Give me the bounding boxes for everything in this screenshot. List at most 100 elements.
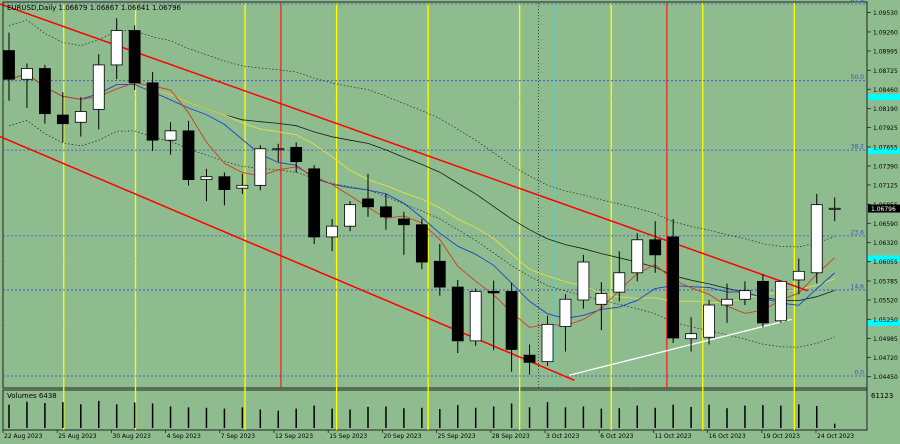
candle[interactable] [362, 198, 374, 208]
candle[interactable] [649, 239, 662, 256]
date-tick-label: 11 Oct 2023 [654, 433, 691, 440]
candle[interactable] [451, 286, 464, 342]
candle[interactable] [685, 333, 697, 340]
date-axis-ticks: 22 Aug 2023 25 Aug 2023 30 Aug 2023 4 Sep 2… [2, 430, 854, 440]
price-tick-label: 1.07925 [873, 125, 898, 132]
date-tick-label: 28 Sep 2023 [492, 433, 530, 440]
fib-level-label: 50.0 [851, 74, 865, 81]
price-tick-label: 1.08190 [873, 106, 898, 113]
date-tick-label: 16 Oct 2023 [709, 433, 746, 440]
candle[interactable] [272, 148, 285, 151]
candle[interactable] [541, 323, 554, 363]
price-tick-label: 1.08995 [873, 48, 898, 55]
candle[interactable] [200, 176, 213, 180]
candle[interactable] [505, 290, 518, 350]
ma-yellow-line [8, 73, 835, 304]
price-tick-label: 1.06590 [873, 221, 898, 228]
candle[interactable] [308, 168, 321, 238]
candle[interactable] [828, 207, 841, 210]
date-tick-label: 7 Sep 2023 [221, 433, 255, 440]
vertical-lines-layer [63, 3, 795, 430]
candle[interactable] [326, 225, 339, 238]
date-tick-label: 20 Sep 2023 [383, 433, 421, 440]
ma-blue-line [8, 73, 835, 319]
candle[interactable] [397, 218, 410, 226]
candle[interactable] [721, 298, 733, 306]
price-tick-label: 1.09260 [873, 29, 898, 36]
cyan-level-marker [868, 94, 900, 101]
date-tick-label: 25 Aug 2023 [58, 433, 97, 440]
volume-max-label: 61123 [871, 392, 893, 400]
candle[interactable] [757, 280, 769, 324]
price-tick-label: 1.05250 [873, 317, 898, 324]
candle[interactable] [810, 204, 823, 274]
fib-level-label: 23.6 [851, 229, 865, 236]
candle[interactable] [469, 290, 482, 342]
candle[interactable] [110, 30, 123, 66]
price-tick-label: 1.08460 [873, 87, 898, 94]
candle[interactable] [487, 290, 500, 294]
price-tick-label: 1.07390 [873, 163, 898, 170]
candle[interactable] [128, 30, 141, 84]
price-tick-label: 1.08725 [873, 68, 898, 75]
candle[interactable] [774, 280, 787, 322]
cyan-level-marker [868, 147, 900, 154]
price-tick-label: 1.06055 [873, 259, 898, 266]
fib-level-label: 0.0 [854, 369, 864, 376]
candle[interactable] [3, 50, 15, 80]
candle[interactable] [39, 68, 51, 115]
date-tick-label: 12 Sep 2023 [275, 433, 313, 440]
candle[interactable] [631, 239, 644, 274]
candle[interactable] [792, 270, 805, 281]
candle[interactable] [164, 130, 177, 141]
candle[interactable] [290, 146, 303, 163]
candle[interactable] [433, 260, 446, 288]
date-tick-label: 25 Sep 2023 [438, 433, 476, 440]
candle[interactable] [236, 184, 249, 189]
candles-layer [3, 18, 841, 375]
candle[interactable] [218, 176, 231, 191]
date-tick-label: 6 Oct 2023 [600, 433, 633, 440]
date-tick-label: 19 Oct 2023 [763, 433, 800, 440]
candle[interactable] [667, 236, 680, 339]
date-tick-label: 4 Sep 2023 [167, 433, 201, 440]
candle[interactable] [254, 148, 267, 186]
fib-level-label: 14.6 [851, 283, 865, 290]
candle[interactable] [595, 293, 608, 305]
candle[interactable] [21, 68, 33, 80]
price-tick-label: 1.05520 [873, 297, 898, 304]
candle[interactable] [182, 130, 195, 180]
candle[interactable] [613, 272, 626, 293]
volume-label: Volumes 6438 [7, 392, 57, 400]
chart-title: EURUSD,Daily 1.06679 1.06867 1.06641 1.0… [7, 4, 182, 12]
candle[interactable] [146, 82, 159, 141]
price-axis-ticks: 1.09530 1.09260 1.08995 1.08725 1.08460 1.081… [867, 10, 900, 381]
price-tick-label: 1.07655 [873, 144, 898, 151]
candle[interactable] [523, 354, 536, 363]
price-tick-label: 1.04720 [873, 355, 898, 362]
current-price-marker [868, 204, 900, 213]
price-tick-label: 1.06320 [873, 240, 898, 247]
fib-levels-layer: 61.8 50.0 38.2 23.6 14.6 0.0 [3, 0, 867, 376]
cyan-level-marker [868, 255, 900, 262]
date-tick-label: 3 Oct 2023 [546, 433, 579, 440]
candle[interactable] [739, 290, 751, 300]
candle[interactable] [703, 304, 715, 338]
candle[interactable] [92, 64, 105, 110]
price-tick-label: 1.05785 [873, 279, 898, 286]
current-price-label: 1.06796 [871, 206, 896, 213]
candle[interactable] [577, 261, 590, 301]
candle[interactable] [74, 111, 87, 123]
date-tick-label: 22 Aug 2023 [4, 433, 43, 440]
cyan-level-marker [868, 319, 900, 326]
candle[interactable] [559, 298, 572, 327]
price-tick-label: 1.04985 [873, 336, 898, 343]
candle[interactable] [415, 224, 428, 263]
price-tick-label: 1.07125 [873, 182, 898, 189]
candle[interactable] [344, 204, 356, 227]
candle[interactable] [380, 206, 392, 218]
candle[interactable] [56, 114, 69, 125]
